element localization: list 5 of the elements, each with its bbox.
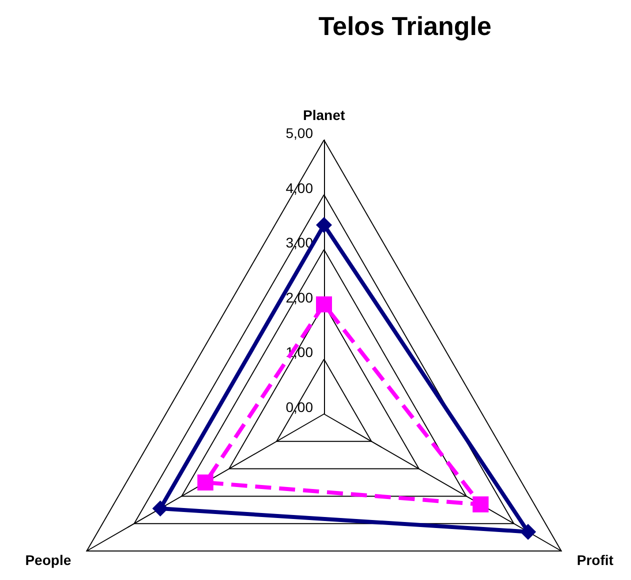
spoke-label: People bbox=[25, 552, 72, 568]
y-tick-label: 5,00 bbox=[286, 125, 314, 141]
spoke-label: Planet bbox=[302, 107, 346, 123]
spoke-label: Profit bbox=[576, 552, 614, 568]
chart-title: Telos Triangle bbox=[318, 11, 492, 41]
